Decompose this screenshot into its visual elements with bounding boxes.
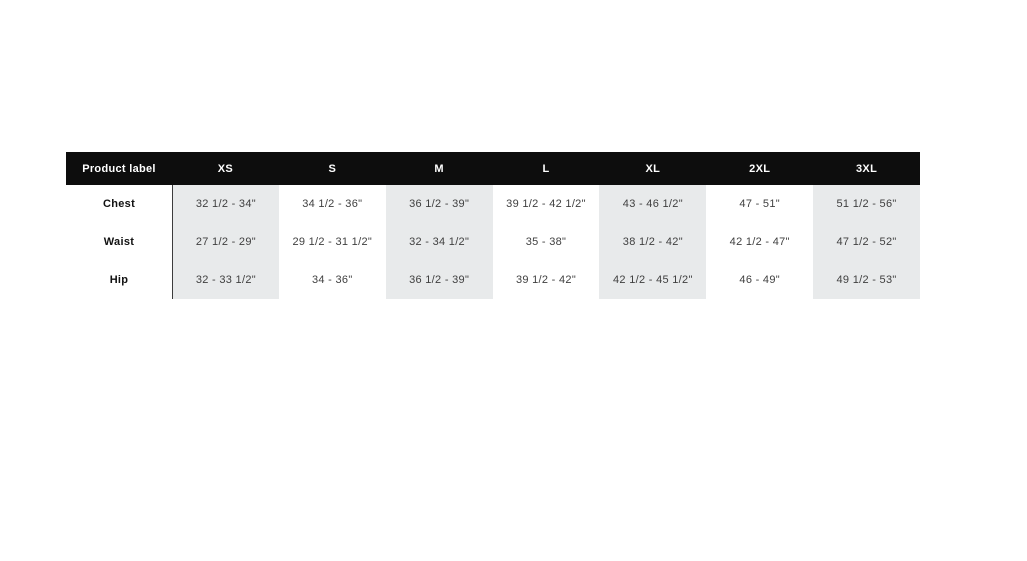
chest-value-xs: 32 1/2 - 34" [172,185,279,223]
header-size-xs: XS [217,162,234,175]
waist-value-xl: 38 1/2 - 42" [599,223,707,261]
table-row-waist: Waist 27 1/2 - 29" 29 1/2 - 31 1/2" 32 -… [66,223,920,261]
size-chart-table: Product label XS S M L XL 2XL 3XL Chest … [66,152,920,299]
chest-value-s: 34 1/2 - 36" [302,198,363,210]
row-label-chest: Chest [102,198,136,210]
waist-value-s: 29 1/2 - 31 1/2" [292,236,373,248]
hip-value-3xl: 49 1/2 - 53" [813,261,920,299]
header-size-m: M [434,162,444,175]
header-size-s: S [328,162,337,175]
size-chart-header-row: Product label XS S M L XL 2XL 3XL [66,152,920,185]
hip-value-2xl: 46 - 49" [739,274,780,286]
waist-value-xs: 27 1/2 - 29" [172,223,279,261]
chest-value-l: 39 1/2 - 42 1/2" [506,198,586,210]
header-size-3xl: 3XL [856,162,878,175]
table-row-chest: Chest 32 1/2 - 34" 34 1/2 - 36" 36 1/2 -… [66,185,920,223]
row-label-hip: Hip [109,274,129,286]
hip-value-m: 36 1/2 - 39" [385,261,493,299]
hip-value-xs: 32 - 33 1/2" [172,261,279,299]
header-size-l: L [542,162,550,175]
hip-value-l: 39 1/2 - 42" [515,274,577,286]
hip-value-s: 34 - 36" [311,274,353,286]
waist-value-2xl: 42 1/2 - 47" [729,236,790,248]
waist-value-3xl: 47 1/2 - 52" [813,223,920,261]
chest-value-3xl: 51 1/2 - 56" [813,185,920,223]
chest-value-m: 36 1/2 - 39" [385,185,493,223]
header-size-2xl: 2XL [749,162,771,175]
chest-value-xl: 43 - 46 1/2" [599,185,707,223]
waist-value-m: 32 - 34 1/2" [385,223,493,261]
header-size-xl: XL [645,162,661,175]
hip-value-xl: 42 1/2 - 45 1/2" [599,261,707,299]
table-row-hip: Hip 32 - 33 1/2" 34 - 36" 36 1/2 - 39" 3… [66,261,920,299]
chest-value-2xl: 47 - 51" [739,198,780,210]
row-label-waist: Waist [103,236,135,248]
header-product-label: Product label [82,162,156,175]
waist-value-l: 35 - 38" [525,236,567,248]
